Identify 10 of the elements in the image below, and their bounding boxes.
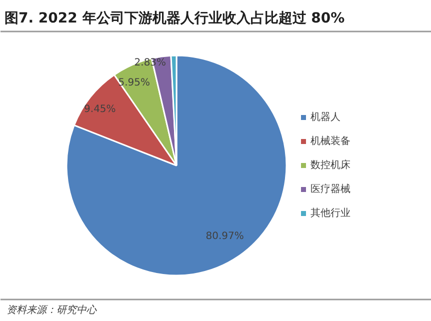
data-label: 80.97% (206, 230, 244, 242)
legend-label: 机器人 (310, 111, 340, 123)
legend-label: 医疗器械 (310, 183, 350, 195)
chart-title: 图7. 2022 年公司下游机器人行业收入占比超过 80% (4, 10, 345, 26)
data-label: 9.45% (84, 104, 116, 115)
text: 资料来源：研究中心 (6, 304, 98, 316)
legend-label: 其他行业 (310, 207, 350, 219)
data-label: 2.83% (134, 58, 166, 69)
legend-label: 机械装备 (310, 135, 350, 147)
legend-label: 数控机床 (310, 159, 350, 171)
